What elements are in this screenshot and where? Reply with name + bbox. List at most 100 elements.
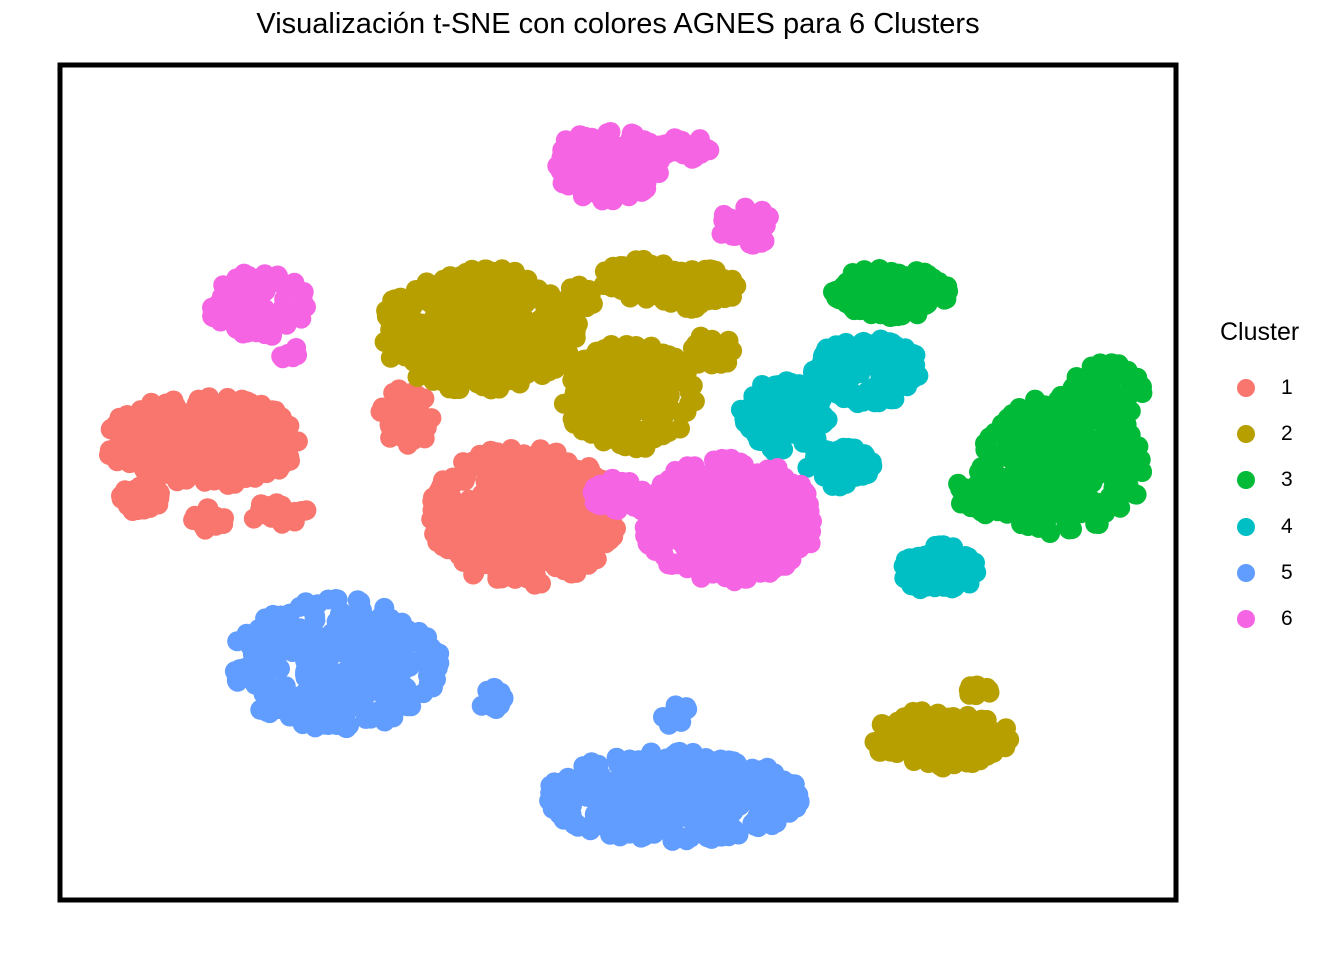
point-cluster-4 — [956, 558, 976, 579]
point-cluster-2 — [556, 329, 576, 350]
point-cluster-6 — [687, 556, 708, 577]
point-cluster-1 — [588, 526, 609, 547]
points-layer — [99, 122, 1153, 851]
point-cluster-6 — [769, 534, 790, 555]
point-cluster-3 — [1112, 393, 1133, 413]
point-cluster-2 — [428, 330, 449, 351]
point-cluster-2 — [407, 367, 428, 387]
point-cluster-5 — [695, 748, 716, 768]
point-cluster-2 — [714, 288, 735, 309]
point-cluster-1 — [122, 489, 143, 510]
point-cluster-1 — [109, 407, 130, 428]
point-cluster-5 — [429, 643, 450, 664]
point-cluster-5 — [594, 791, 614, 812]
point-cluster-2 — [623, 400, 644, 421]
plot-border — [57, 62, 1179, 903]
point-cluster-2 — [695, 261, 716, 282]
point-cluster-1 — [219, 419, 240, 440]
point-cluster-2 — [599, 423, 620, 444]
legend-key-2 — [1237, 425, 1255, 444]
point-cluster-2 — [440, 361, 461, 382]
point-cluster-3 — [904, 294, 925, 315]
legend-items: 1 2 3 4 5 6 — [1212, 365, 1332, 642]
legend-label-4: 4 — [1281, 514, 1293, 538]
point-cluster-4 — [844, 438, 865, 459]
point-cluster-6 — [260, 267, 281, 288]
legend-key-4 — [1237, 517, 1255, 536]
point-cluster-4 — [774, 402, 795, 422]
point-cluster-5 — [236, 623, 257, 644]
point-cluster-2 — [683, 341, 704, 362]
point-cluster-6 — [579, 144, 600, 165]
point-cluster-6 — [730, 219, 751, 239]
point-cluster-2 — [573, 350, 594, 370]
point-cluster-2 — [970, 723, 991, 744]
point-cluster-3 — [1008, 470, 1029, 491]
point-cluster-1 — [194, 433, 215, 454]
point-cluster-1 — [161, 425, 181, 446]
point-cluster-5 — [657, 760, 678, 781]
point-cluster-6 — [652, 543, 673, 564]
point-cluster-3 — [1015, 415, 1036, 436]
point-cluster-3 — [1049, 415, 1070, 436]
point-cluster-2 — [426, 351, 447, 372]
point-cluster-2 — [965, 744, 986, 765]
point-cluster-4 — [734, 402, 755, 423]
point-cluster-2 — [498, 351, 519, 371]
point-cluster-1 — [566, 516, 587, 537]
point-cluster-5 — [626, 821, 647, 842]
point-cluster-1 — [382, 409, 403, 430]
point-cluster-5 — [263, 617, 284, 638]
point-cluster-3 — [906, 261, 927, 282]
point-cluster-1 — [235, 468, 256, 488]
point-cluster-6 — [551, 147, 572, 168]
point-cluster-4 — [908, 546, 929, 567]
point-cluster-6 — [256, 314, 277, 335]
legend: Cluster 1 2 3 4 5 6 — [1212, 318, 1332, 642]
point-cluster-5 — [607, 822, 628, 843]
point-cluster-4 — [764, 442, 785, 462]
point-cluster-4 — [817, 409, 838, 430]
point-cluster-2 — [870, 741, 891, 762]
point-cluster-4 — [836, 473, 857, 494]
point-cluster-6 — [226, 318, 247, 339]
point-cluster-6 — [227, 281, 248, 301]
legend-key-6 — [1237, 610, 1255, 629]
point-cluster-6 — [654, 500, 675, 521]
point-cluster-4 — [828, 384, 848, 404]
point-cluster-1 — [526, 446, 547, 467]
point-cluster-1 — [512, 555, 533, 576]
legend-label-1: 1 — [1281, 376, 1293, 400]
point-cluster-3 — [1123, 453, 1144, 474]
point-cluster-3 — [1032, 447, 1053, 468]
point-cluster-2 — [449, 376, 470, 397]
point-cluster-6 — [758, 513, 779, 534]
series-cluster-4 — [730, 329, 987, 600]
point-cluster-1 — [294, 500, 315, 521]
point-cluster-2 — [436, 313, 457, 333]
point-cluster-4 — [940, 577, 961, 597]
point-cluster-5 — [678, 826, 699, 847]
point-cluster-1 — [535, 477, 556, 497]
point-cluster-4 — [819, 362, 840, 383]
point-cluster-5 — [302, 681, 323, 702]
point-cluster-3 — [955, 478, 976, 499]
point-cluster-1 — [203, 447, 224, 468]
point-cluster-3 — [1092, 430, 1113, 451]
point-cluster-5 — [339, 698, 360, 719]
series-cluster-2 — [374, 249, 1020, 778]
point-cluster-5 — [318, 715, 339, 735]
point-cluster-4 — [812, 346, 833, 367]
point-cluster-3 — [1011, 514, 1032, 535]
point-cluster-6 — [234, 263, 255, 284]
series-cluster-5 — [224, 589, 810, 851]
point-cluster-4 — [925, 560, 946, 581]
point-cluster-2 — [473, 300, 494, 320]
point-cluster-3 — [1032, 400, 1053, 421]
point-cluster-5 — [322, 636, 343, 657]
point-cluster-2 — [389, 325, 410, 346]
point-cluster-1 — [397, 434, 418, 455]
point-cluster-1 — [468, 538, 489, 559]
point-cluster-5 — [742, 813, 763, 834]
